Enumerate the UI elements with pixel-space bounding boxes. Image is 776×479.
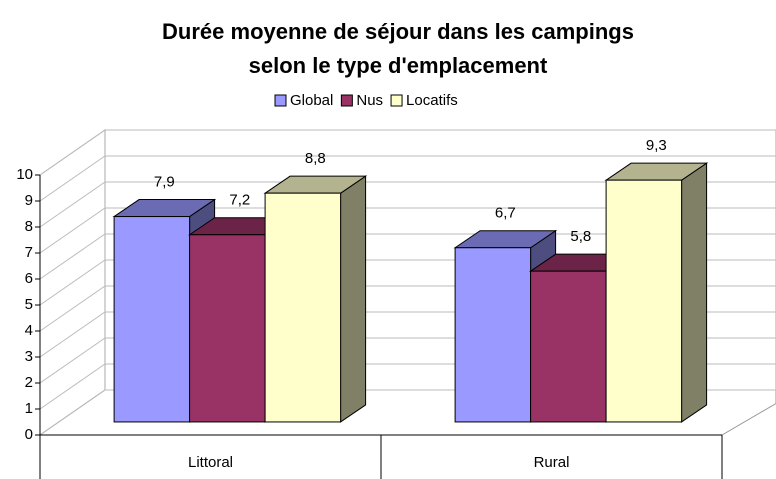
bar bbox=[454, 247, 532, 423]
bar bbox=[189, 234, 266, 423]
y-tick-label: 8 bbox=[25, 218, 33, 235]
y-tick-label: 2 bbox=[25, 374, 33, 391]
x-tick-label: Littoral bbox=[188, 454, 233, 471]
legend-swatch bbox=[274, 94, 287, 107]
y-tick-label: 6 bbox=[25, 270, 33, 287]
legend-label: Locatifs bbox=[406, 92, 458, 109]
data-label: 6,7 bbox=[495, 205, 516, 222]
y-tick-label: 4 bbox=[25, 322, 33, 339]
y-tick-label: 1 bbox=[25, 400, 33, 417]
legend-swatch bbox=[390, 94, 403, 107]
legend-swatch bbox=[340, 94, 353, 107]
data-label: 9,3 bbox=[646, 137, 667, 154]
bar-side bbox=[340, 175, 367, 423]
y-tick-label: 3 bbox=[25, 348, 33, 365]
data-label: 7,9 bbox=[154, 174, 175, 191]
y-tick-label: 5 bbox=[25, 296, 33, 313]
data-label: 7,2 bbox=[229, 192, 250, 209]
y-tick-label: 0 bbox=[25, 426, 33, 443]
grid-line bbox=[39, 129, 776, 176]
legend-label: Global bbox=[290, 92, 333, 109]
grid-line bbox=[39, 207, 776, 254]
bar bbox=[530, 270, 607, 423]
chart-title: Durée moyenne de séjour dans les camping… bbox=[162, 19, 634, 44]
bar-side bbox=[681, 162, 708, 423]
bar bbox=[113, 216, 191, 423]
x-tick-label: Rural bbox=[534, 454, 570, 471]
y-tick-label: 9 bbox=[25, 192, 33, 209]
y-tick-label: 10 bbox=[16, 166, 33, 183]
chart-title: selon le type d'emplacement bbox=[249, 53, 548, 78]
grid-line bbox=[39, 155, 776, 202]
bar bbox=[605, 179, 683, 423]
y-tick-label: 7 bbox=[25, 244, 33, 261]
grid-line bbox=[39, 181, 776, 228]
data-label: 5,8 bbox=[570, 228, 591, 245]
legend-label: Nus bbox=[356, 92, 383, 109]
bar bbox=[264, 192, 342, 423]
data-label: 8,8 bbox=[305, 150, 326, 167]
